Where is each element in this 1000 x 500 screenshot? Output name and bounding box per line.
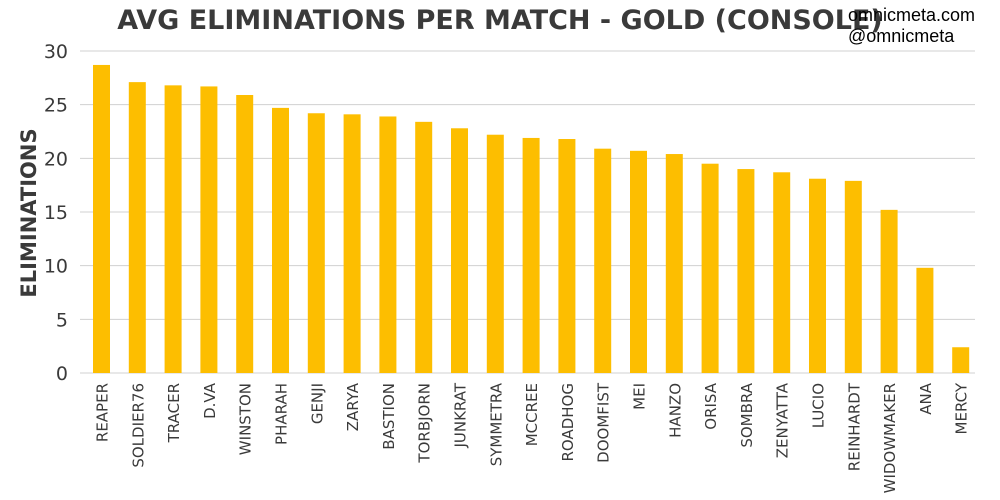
x-axis-ticks: REAPER SOLDIER76 TRACER D.VA WINSTON PHARAH GE… (94, 382, 971, 493)
bar (200, 86, 218, 374)
chart-title: AVG ELIMINATIONS PER MATCH - GOLD (CONSO… (117, 5, 883, 36)
bar (773, 172, 791, 373)
x-tick-label: BASTION (380, 383, 398, 450)
x-tick-label: MCCREE (523, 383, 541, 446)
y-tick-label: 15 (44, 202, 68, 224)
bar (916, 267, 934, 373)
bar (952, 347, 970, 373)
bar (844, 180, 862, 373)
bar (558, 139, 576, 373)
bar (737, 169, 755, 373)
x-tick-label: SYMMETRA (487, 382, 505, 466)
y-tick-label: 25 (44, 95, 68, 117)
bar (701, 163, 719, 373)
x-tick-label: JUNKRAT (452, 382, 470, 448)
y-tick-label: 20 (44, 148, 68, 170)
x-tick-label: SOMBRA (738, 382, 756, 447)
x-tick-label: SOLDIER76 (129, 383, 147, 468)
x-tick-label: MERCY (953, 382, 971, 434)
x-tick-label: WINSTON (237, 383, 255, 455)
y-axis-ticks: 0 5 10 15 20 25 30 (44, 41, 68, 385)
x-tick-label: ZENYATTA (774, 382, 792, 458)
bar (128, 82, 146, 374)
y-tick-label: 5 (56, 309, 68, 331)
x-tick-label: REINHARDT (845, 382, 863, 471)
bars (93, 64, 970, 374)
y-tick-label: 10 (44, 256, 68, 278)
bar (236, 95, 254, 374)
watermark-site: omnicmeta.com (848, 5, 976, 25)
bar (486, 134, 504, 373)
bar (272, 107, 289, 374)
bar (630, 150, 647, 373)
x-tick-label: D.VA (201, 382, 219, 419)
y-axis-label: ELIMINATIONS (17, 128, 41, 297)
x-tick-label: TORBJORN (416, 383, 434, 464)
x-tick-label: HANZO (666, 383, 684, 438)
x-tick-label: WIDOWMAKER (881, 383, 899, 493)
bar (880, 209, 898, 373)
x-tick-label: MEI (631, 383, 649, 410)
x-tick-label: LUCIO (810, 383, 828, 428)
bar (522, 137, 540, 373)
y-tick-label: 0 (56, 363, 68, 385)
x-tick-label: ROADHOG (559, 383, 577, 462)
bar (451, 128, 468, 373)
x-tick-label: TRACER (165, 383, 183, 443)
bar (665, 154, 683, 373)
y-tick-label: 30 (44, 41, 68, 63)
bar (415, 121, 433, 373)
watermark-handle: @omnicmeta (848, 26, 955, 46)
x-tick-label: DOOMFIST (595, 382, 613, 463)
bar (93, 64, 110, 373)
bar (809, 178, 826, 373)
bar (164, 85, 182, 373)
bar (307, 113, 325, 374)
bar (379, 116, 397, 374)
bar (343, 114, 361, 374)
x-tick-label: REAPER (94, 383, 112, 442)
x-tick-label: ORISA (702, 382, 720, 429)
x-tick-label: GENJI (308, 383, 326, 424)
x-tick-label: PHARAH (273, 383, 291, 445)
x-tick-label: ZARYA (344, 382, 362, 431)
x-tick-label: ANA (917, 382, 935, 414)
bar (594, 148, 612, 373)
